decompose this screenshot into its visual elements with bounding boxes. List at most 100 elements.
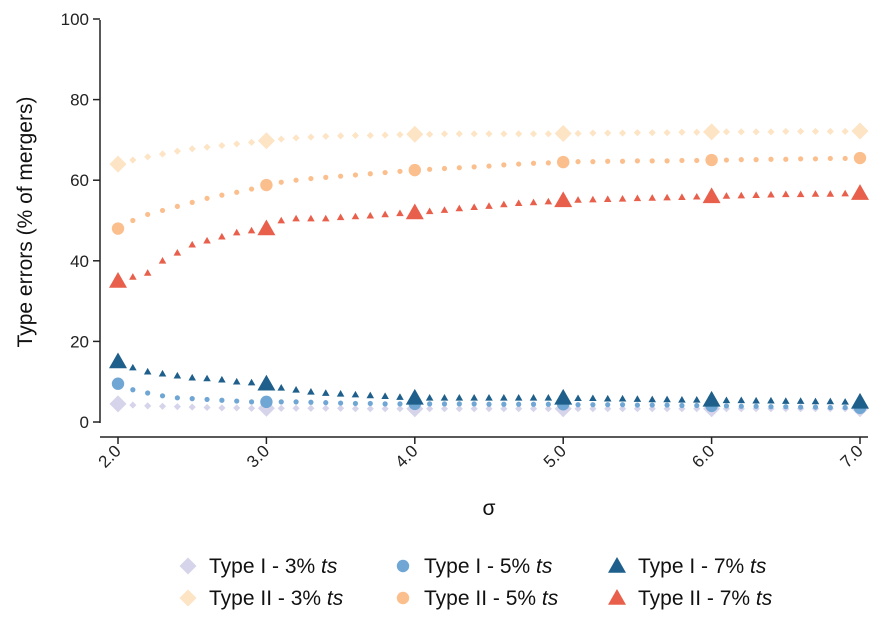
legend: Type I - 3% ts Type I - 5% ts Type I - 7% …: [179, 555, 773, 610]
data-point: [485, 405, 493, 413]
data-point: [292, 214, 300, 222]
legend-item: Type I - 5% ts: [396, 555, 553, 578]
data-point: [188, 373, 196, 381]
data-point: [811, 127, 820, 136]
legend-label-italic: ts: [536, 555, 553, 578]
data-point: [455, 130, 463, 138]
data-point: [247, 226, 256, 234]
data-point: [530, 160, 537, 166]
data-point: [486, 163, 492, 169]
data-point: [426, 405, 434, 413]
data-point: [812, 156, 819, 162]
data-point: [427, 401, 433, 407]
data-point: [130, 387, 136, 393]
data-point: [694, 402, 700, 409]
series-5: [111, 151, 867, 235]
data-point: [767, 128, 775, 136]
data-point: [605, 158, 611, 164]
data-point: [381, 392, 389, 400]
data-point: [589, 405, 597, 413]
data-point: [158, 257, 167, 264]
data-point: [455, 204, 464, 212]
data-point: [604, 405, 612, 413]
y-tick-label: 40: [70, 252, 89, 271]
data-point: [397, 401, 403, 407]
data-point: [589, 394, 597, 402]
data-point: [782, 397, 790, 404]
data-point: [574, 405, 582, 413]
data-point: [782, 127, 790, 136]
data-point: [501, 401, 507, 407]
legend-marker: [608, 589, 626, 605]
data-point: [663, 129, 671, 137]
data-point: [530, 401, 537, 407]
x-tick-label: 2.0: [95, 441, 125, 471]
data-point: [544, 394, 553, 401]
data-point: [737, 191, 746, 199]
data-point: [618, 394, 627, 402]
data-point: [109, 395, 127, 413]
data-point: [277, 216, 286, 224]
data-point: [440, 405, 449, 413]
data-point: [516, 161, 522, 167]
legend-label: Type II - 3% ts: [209, 587, 344, 610]
data-point: [678, 128, 686, 136]
x-axis-title: σ: [483, 497, 496, 520]
legend-label-main: Type I - 3%: [209, 555, 321, 578]
data-point: [529, 405, 538, 413]
data-point: [798, 404, 804, 410]
data-point: [233, 404, 241, 412]
data-point: [737, 128, 745, 136]
data-point: [500, 394, 508, 401]
data-point: [366, 391, 375, 399]
data-point: [396, 393, 404, 400]
data-point: [234, 398, 240, 404]
data-point: [247, 404, 256, 412]
data-point: [382, 169, 388, 176]
legend-label-main: Type II - 3%: [209, 587, 327, 610]
x-tick-label: 4.0: [391, 441, 421, 471]
data-point: [456, 165, 462, 171]
data-point: [485, 394, 493, 401]
legend-label-main: Type II - 5%: [424, 587, 542, 610]
series-3: [109, 352, 869, 409]
legend-marker: [179, 589, 197, 607]
data-point: [351, 131, 360, 140]
data-point: [351, 405, 360, 413]
data-point: [590, 402, 596, 408]
data-point: [260, 395, 273, 409]
data-point: [158, 150, 167, 158]
data-point: [336, 213, 345, 221]
data-point: [574, 129, 582, 138]
data-point: [248, 399, 255, 405]
x-tick-label: 3.0: [243, 441, 273, 471]
data-point: [247, 378, 256, 386]
data-point: [129, 273, 137, 280]
data-point: [664, 158, 670, 164]
data-point: [678, 396, 686, 403]
data-point: [173, 248, 182, 256]
data-point: [129, 156, 137, 164]
data-point: [737, 396, 746, 404]
y-tick-label: 20: [70, 332, 89, 351]
legend-marker: [396, 591, 410, 605]
legend-label-italic: ts: [542, 587, 559, 610]
data-point: [796, 397, 805, 404]
series-4: [109, 122, 869, 173]
data-point: [427, 166, 433, 172]
data-point: [218, 404, 226, 412]
data-point: [500, 200, 508, 208]
data-point: [234, 189, 240, 195]
data-point: [470, 203, 478, 211]
data-point: [111, 222, 125, 235]
data-point: [203, 236, 211, 244]
data-point: [219, 397, 225, 403]
legend-item: Type I - 7% ts: [608, 555, 767, 578]
legend-label: Type II - 7% ts: [638, 587, 773, 610]
data-point: [351, 212, 360, 220]
data-point: [308, 175, 314, 182]
data-point: [618, 405, 627, 413]
data-point: [218, 375, 226, 383]
data-point: [440, 206, 449, 213]
data-point: [159, 393, 166, 399]
